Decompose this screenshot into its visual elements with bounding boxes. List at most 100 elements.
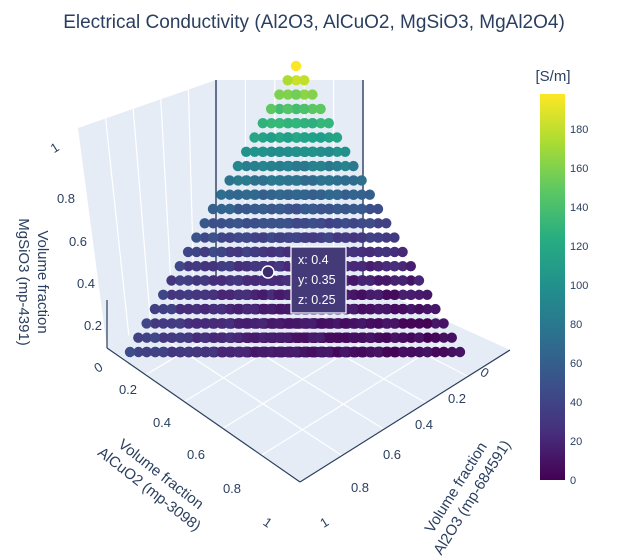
data-point (257, 289, 268, 300)
data-point (356, 246, 367, 258)
data-point (274, 103, 285, 115)
data-point (347, 346, 359, 358)
data-point (190, 318, 202, 329)
z-tick-0: 0 (91, 359, 105, 376)
data-point (446, 332, 457, 343)
data-point (307, 118, 318, 129)
data-point (389, 232, 400, 243)
data-point (315, 218, 326, 229)
data-point (347, 318, 359, 329)
data-point (232, 261, 243, 272)
data-point (323, 132, 335, 143)
data-point (348, 175, 359, 186)
data-point (158, 289, 169, 300)
data-point (224, 232, 235, 243)
data-point (240, 318, 251, 329)
y-tick-5: 1 (260, 514, 275, 530)
data-point (273, 261, 284, 272)
z-tick-4: 0.8 (57, 191, 75, 206)
data-point (249, 203, 260, 215)
data-point (364, 346, 375, 358)
data-point (388, 346, 400, 358)
data-point (364, 189, 375, 200)
data-point (232, 203, 244, 215)
data-point (232, 275, 243, 286)
data-point (340, 218, 351, 229)
data-point (265, 218, 276, 229)
data-point (240, 246, 252, 258)
data-point (224, 203, 235, 215)
data-point (216, 189, 227, 200)
data-point (282, 132, 293, 143)
data-point (372, 203, 384, 215)
data-point (307, 160, 318, 172)
data-point (438, 346, 449, 358)
data-point (265, 160, 277, 172)
data-point (257, 232, 268, 243)
data-point (282, 118, 293, 129)
z-tick-2: 0.4 (77, 276, 95, 291)
data-point (397, 275, 408, 286)
data-point (307, 218, 318, 229)
data-point (199, 246, 210, 258)
data-point (232, 346, 243, 358)
data-point (174, 275, 186, 286)
x-tick-5: 1 (317, 514, 331, 531)
data-point (216, 232, 227, 243)
data-point (257, 175, 268, 186)
gridline-left-1 (105, 118, 130, 336)
data-point (249, 132, 260, 143)
colorbar-tick-9: 180 (570, 124, 588, 136)
data-point (397, 346, 408, 358)
data-point (257, 203, 268, 215)
data-point (289, 346, 301, 358)
data-point (257, 332, 268, 343)
data-point (299, 75, 310, 86)
data-point (207, 203, 219, 215)
data-point (414, 289, 425, 300)
data-point (174, 261, 185, 272)
data-point (315, 203, 326, 215)
data-point (207, 332, 218, 343)
data-point (339, 318, 350, 329)
colorbar-tick-3: 60 (570, 358, 582, 370)
data-point (348, 261, 359, 272)
data-point (397, 318, 408, 329)
data-point (199, 275, 210, 286)
data-point (232, 289, 243, 300)
data-point (249, 232, 260, 243)
colorbar-tick-1: 20 (570, 436, 582, 448)
data-point (389, 261, 400, 272)
data-point (274, 118, 285, 129)
data-point (290, 89, 302, 100)
data-point (397, 303, 408, 315)
data-point (356, 175, 367, 186)
data-point (224, 332, 235, 343)
data-point (299, 118, 310, 129)
data-point (273, 246, 285, 258)
data-point (248, 303, 260, 315)
data-point (273, 289, 284, 300)
data-point (356, 275, 367, 286)
data-point (306, 203, 318, 215)
data-point (364, 303, 375, 315)
data-point (298, 318, 309, 329)
data-point (257, 189, 268, 200)
z-axis-title: Volume fraction MgSiO3 (mp-4391) (15, 218, 51, 346)
data-point (438, 332, 449, 343)
data-point (364, 203, 376, 215)
data-point (413, 332, 424, 343)
data-point (257, 160, 269, 172)
data-point (224, 275, 235, 286)
data-point (380, 332, 391, 343)
data-point (405, 261, 416, 272)
data-point (331, 332, 342, 343)
data-point (248, 346, 260, 358)
data-point (265, 175, 277, 186)
data-point (182, 303, 194, 315)
data-point (191, 275, 202, 286)
data-point (265, 232, 277, 243)
data-point (372, 275, 384, 286)
data-point (290, 132, 302, 143)
